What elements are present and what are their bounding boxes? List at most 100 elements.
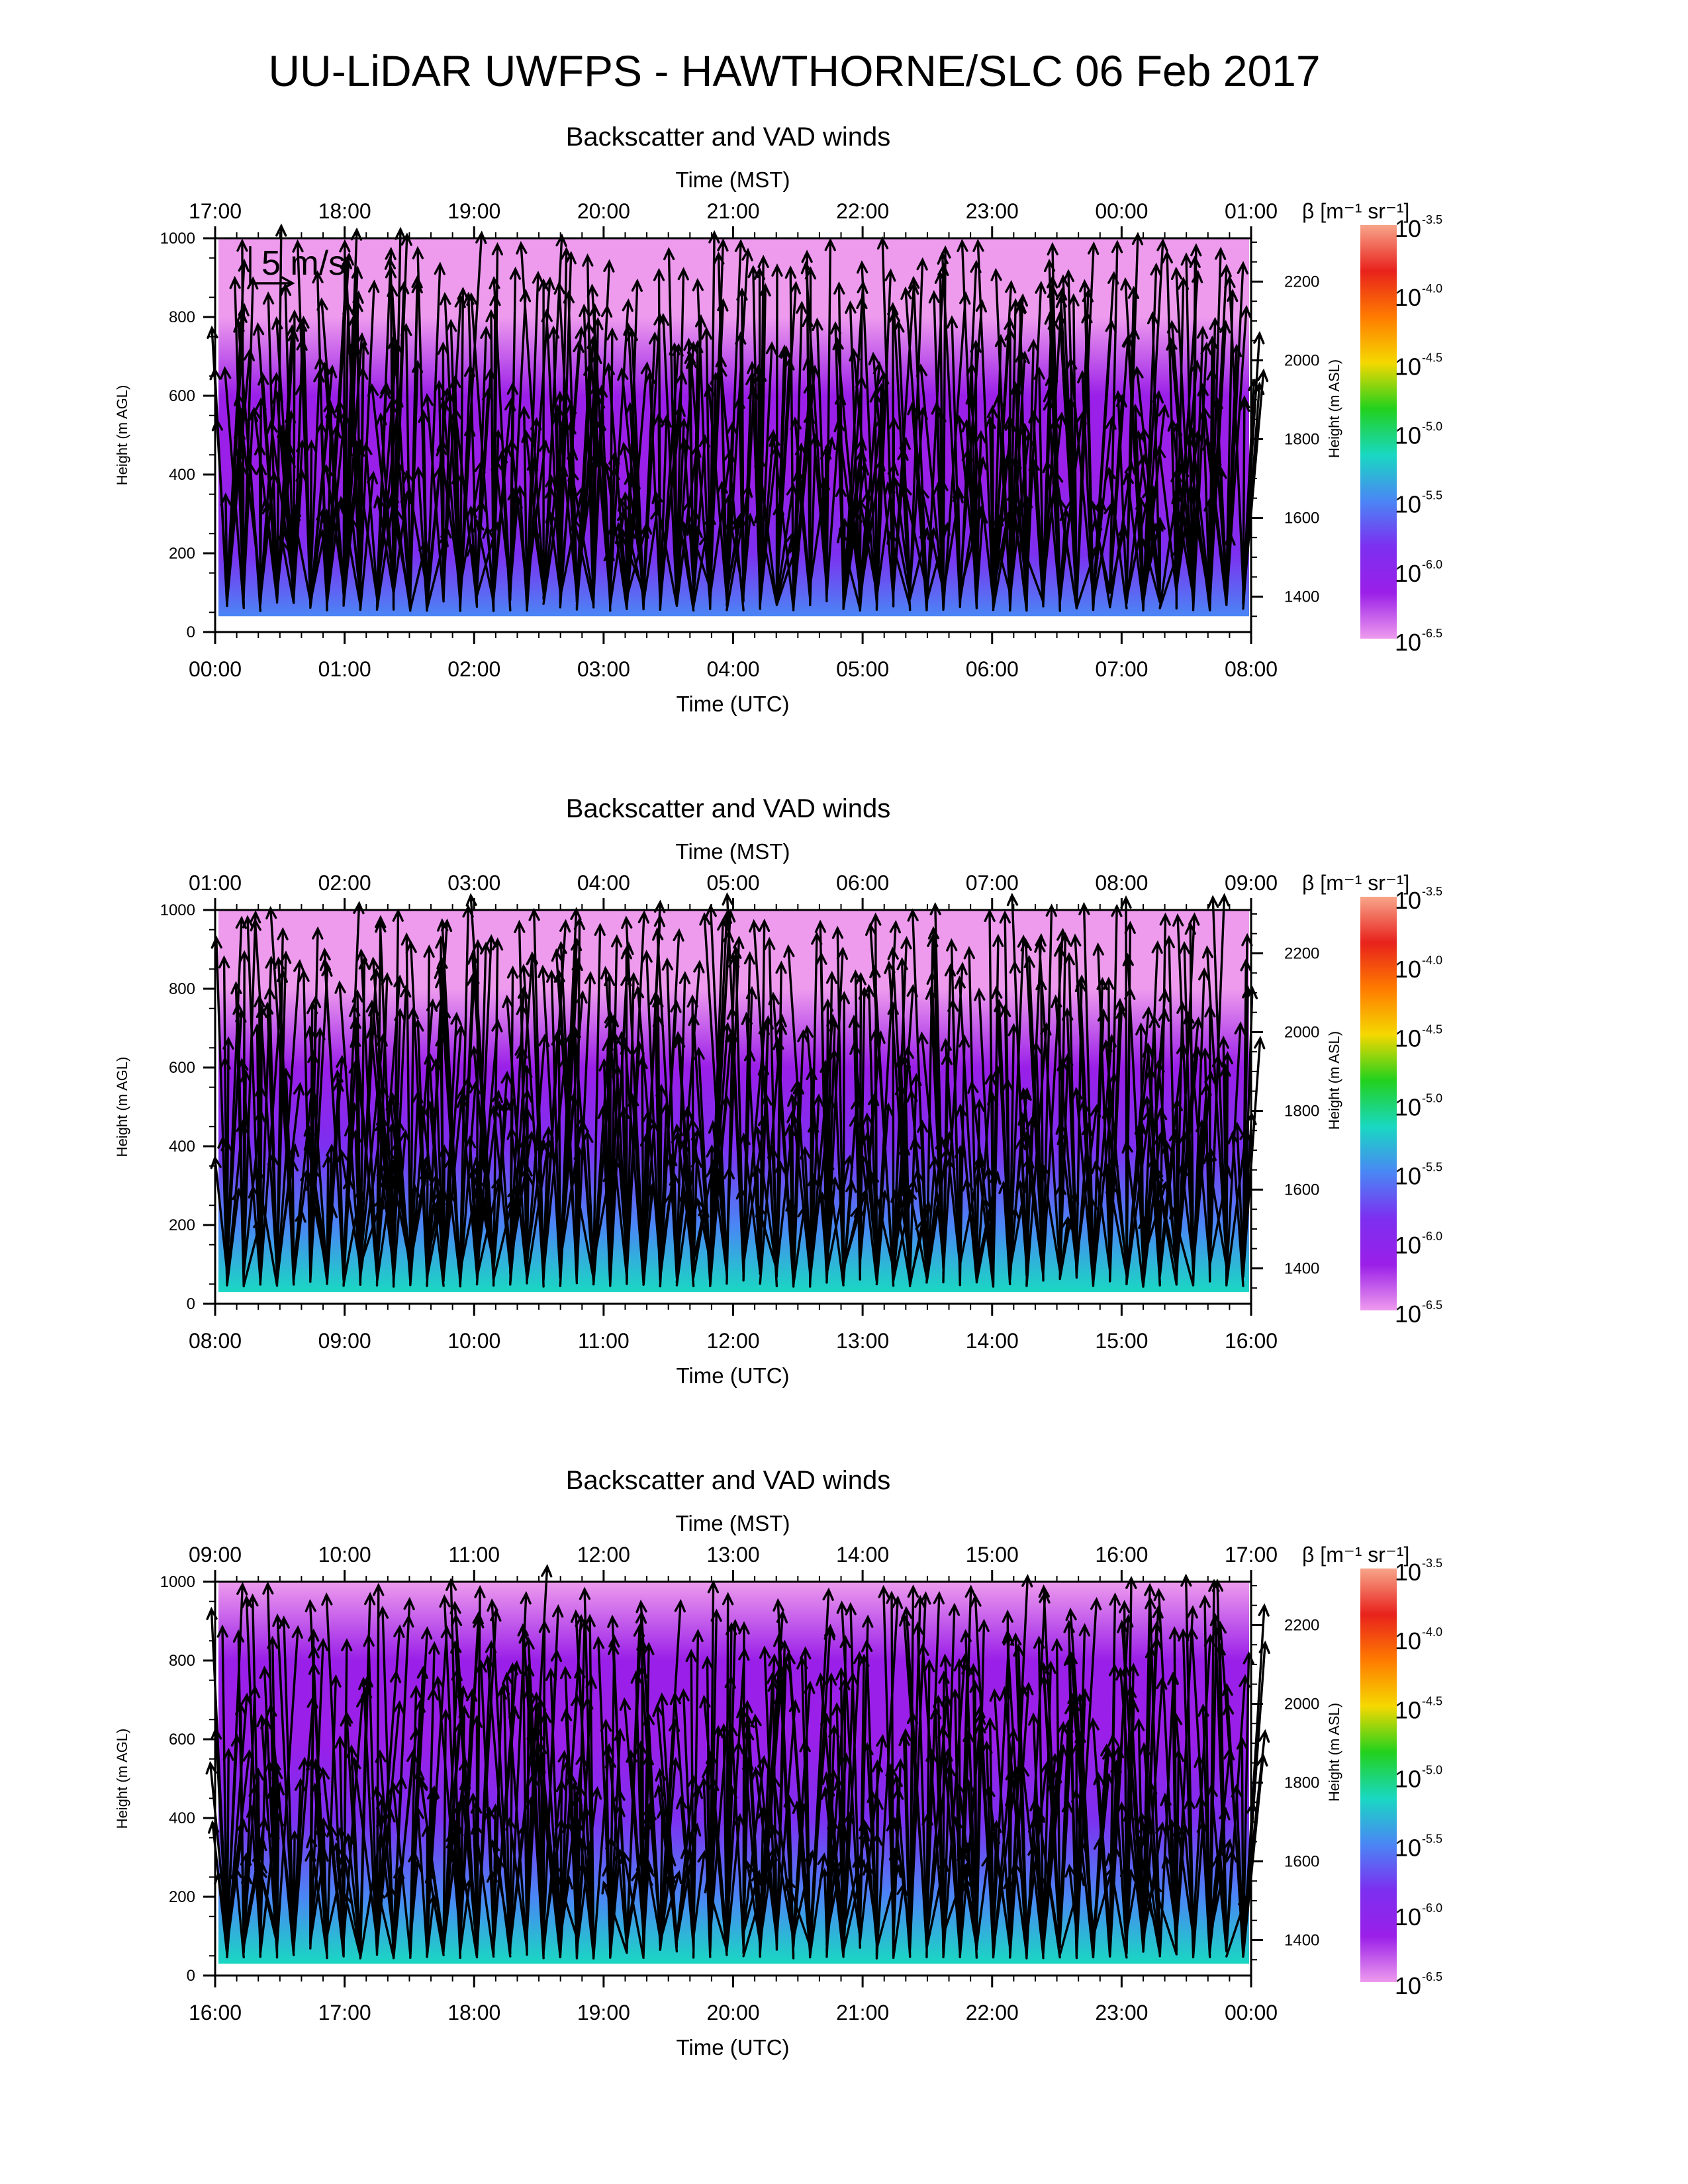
x-tick-label: 06:00 (966, 657, 1019, 681)
colorbar-tick-exponent: -5.5 (1422, 1833, 1442, 1846)
x2-tick-label: 09:00 (1225, 871, 1278, 895)
y2-tick-label: 2000 (1284, 1695, 1319, 1713)
wind-arrow-column (739, 918, 787, 1285)
y-tick-label: 400 (169, 466, 195, 484)
x2-tick-label: 16:00 (1095, 1543, 1148, 1567)
wind-arrow-column (699, 903, 745, 1285)
x-tick-label: 18:00 (447, 2001, 500, 2025)
x-tick-label: 09:00 (318, 1329, 371, 1353)
x-tick-label: 20:00 (706, 2001, 759, 2025)
vad-wind-arrows (207, 223, 1269, 612)
colorbar-tick-base: 10 (1395, 1903, 1421, 1931)
x-tick-label: 02:00 (447, 657, 500, 681)
wind-arrow-column (1033, 1584, 1085, 1959)
x2-tick-label: 11:00 (448, 1543, 500, 1567)
y2-tick-label: 1800 (1284, 1774, 1319, 1792)
wind-arrow-column (1051, 952, 1102, 1279)
x-tick-label: 15:00 (1095, 1329, 1148, 1353)
wind-arrow-column (319, 901, 365, 1287)
colorbar-label: β [m⁻¹ sr⁻¹] (1302, 871, 1409, 895)
colorbar-tick-exponent: -6.0 (1422, 1901, 1442, 1915)
panel-title: Backscatter and VAD winds (566, 794, 891, 823)
wind-arrow-column (633, 928, 684, 1288)
wind-arrow-column (800, 238, 847, 603)
colorbar-scale (1360, 1569, 1397, 1982)
y2-tick-label: 2200 (1284, 273, 1319, 291)
y2-tick-label: 1400 (1284, 1259, 1319, 1277)
wind-arrow-column (816, 1635, 870, 1958)
x-tick-label: 13:00 (836, 1329, 889, 1353)
wind-arrow-column (878, 1584, 908, 1960)
x-tick-label: 22:00 (966, 2001, 1019, 2025)
x2-tick-label: 04:00 (577, 871, 630, 895)
x2-tick-label: 09:00 (189, 1543, 242, 1567)
wind-arrow-column (884, 257, 931, 612)
bottom-axis-title: Time (UTC) (676, 692, 789, 716)
wind-arrow-column (334, 255, 380, 612)
y2-tick-label: 1800 (1284, 1102, 1319, 1120)
y2-tick-label: 2000 (1284, 351, 1319, 369)
y-tick-label: 1000 (160, 1573, 195, 1591)
colorbar-tick-base: 10 (1395, 1024, 1421, 1052)
wind-arrow-column (951, 1618, 993, 1959)
wind-arrow-column (769, 1598, 816, 1960)
wind-arrow-column (849, 912, 901, 1286)
scale-arrow-icon (249, 246, 295, 291)
colorbar-tick-base: 10 (1395, 353, 1421, 380)
wind-arrow-column (704, 239, 753, 612)
y-tick-label: 200 (169, 545, 195, 563)
scale-arrow: 5 m/s (249, 244, 346, 291)
x2-tick-label: 21:00 (706, 199, 759, 223)
colorbar-tick-base: 10 (1395, 1627, 1421, 1655)
y2-tick-label: 1600 (1284, 509, 1319, 527)
y2-tick-label: 2200 (1284, 944, 1319, 962)
wind-arrow-column (859, 1595, 904, 1960)
y-tick-label: 600 (169, 1731, 195, 1749)
wind-arrow-column (303, 1025, 348, 1285)
colorbar-tick-exponent: -5.0 (1422, 420, 1442, 433)
colorbar-tick-exponent: -6.5 (1422, 627, 1442, 640)
x2-tick-label: 12:00 (577, 1543, 630, 1567)
wind-arrow-column (205, 1582, 254, 1958)
y-tick-label: 400 (169, 1138, 195, 1156)
wind-arrow-column (900, 262, 951, 612)
wind-arrow-column (289, 239, 338, 609)
colorbar-scale (1360, 897, 1397, 1310)
y-tick-label: 800 (169, 1652, 195, 1670)
wind-arrow-column (967, 909, 1004, 1288)
vad-wind-arrows (210, 892, 1266, 1288)
x2-tick-label: 08:00 (1095, 871, 1148, 895)
x2-tick-label: 17:00 (189, 199, 242, 223)
colorbar-tick-base: 10 (1395, 1094, 1421, 1121)
colorbar-tick-base: 10 (1395, 215, 1421, 242)
y2-axis-label: Height (m ASL) (1326, 1703, 1342, 1801)
bottom-axis-title: Time (UTC) (676, 1363, 789, 1388)
wind-arrow-column (651, 247, 702, 608)
x2-tick-label: 03:00 (447, 871, 500, 895)
x2-tick-label: 20:00 (577, 199, 630, 223)
x2-tick-label: 17:00 (1225, 1543, 1278, 1567)
x2-tick-label: 00:00 (1095, 199, 1148, 223)
colorbar-tick-exponent: -5.0 (1422, 1092, 1442, 1105)
x-tick-label: 23:00 (1095, 2001, 1148, 2025)
y2-tick-label: 1600 (1284, 1852, 1319, 1870)
y-axis-label: Height (m AGL) (114, 1729, 130, 1829)
colorbar: β [m⁻¹ sr⁻¹]10 -3.510 -4.010 -4.510 -5.010 -5… (1302, 871, 1442, 1328)
y-tick-label: 1000 (160, 901, 195, 919)
colorbar-tick-exponent: -4.0 (1422, 282, 1442, 295)
y-tick-label: 0 (187, 1295, 195, 1313)
figure-title: UU-LiDAR UWFPS - HAWTHORNE/SLC 06 Feb 20… (268, 46, 1321, 95)
y2-tick-label: 1600 (1284, 1181, 1319, 1199)
x2-tick-label: 22:00 (836, 199, 889, 223)
wind-arrow-column (1215, 1603, 1270, 1958)
y-tick-label: 0 (187, 1967, 195, 1985)
wind-arrow-column (384, 256, 430, 612)
x-tick-label: 16:00 (189, 2001, 242, 2025)
x-tick-label: 03:00 (577, 657, 630, 681)
wind-arrow-column (583, 283, 633, 612)
colorbar-tick-exponent: -6.0 (1422, 558, 1442, 571)
x-tick-label: 14:00 (966, 1329, 1019, 1353)
wind-arrow-column (569, 923, 620, 1286)
wind-arrow-column (619, 1637, 655, 1959)
colorbar: β [m⁻¹ sr⁻¹]10 -3.510 -4.010 -4.510 -5.010 -5… (1302, 199, 1442, 656)
